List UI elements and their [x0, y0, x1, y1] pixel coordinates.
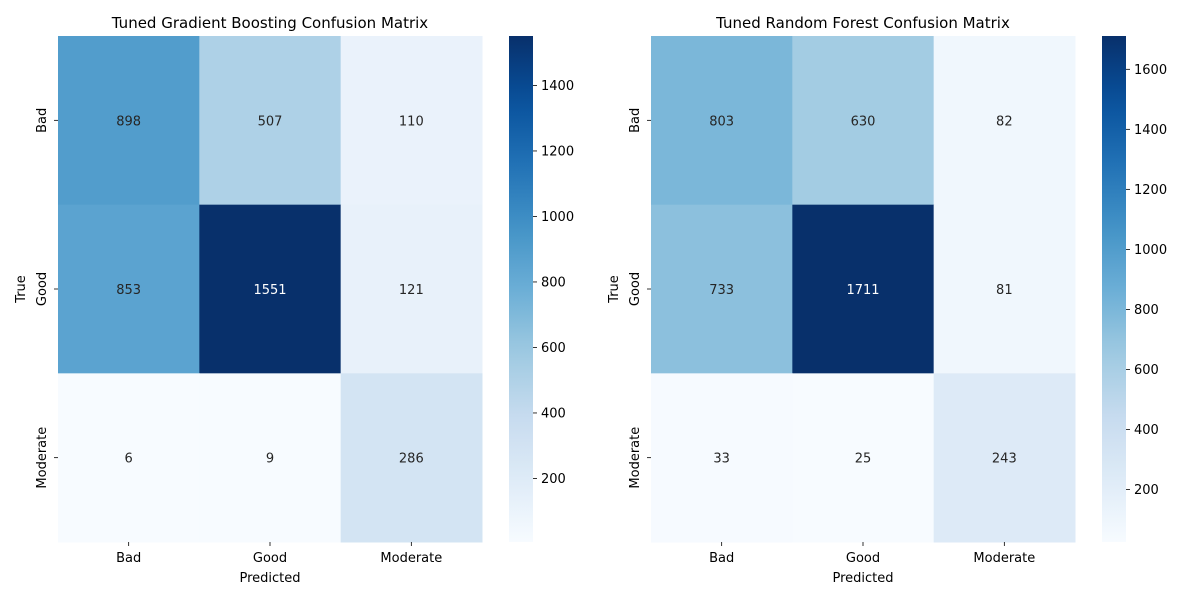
heatmap-cell — [933, 204, 1076, 374]
colorbar-tick-label: 800 — [1134, 303, 1159, 318]
chart-title: Tuned Random Forest Confusion Matrix — [715, 14, 1010, 32]
heatmap-cell — [199, 204, 342, 374]
colorbar-tick-label: 400 — [1134, 423, 1159, 438]
chart-title: Tuned Gradient Boosting Confusion Matrix — [111, 14, 429, 32]
cell-value-label: 853 — [116, 283, 141, 298]
cell-value-label: 33 — [713, 452, 730, 467]
colorbar-tick-label: 1600 — [1134, 63, 1167, 78]
cell-value-label: 898 — [116, 114, 141, 129]
heatmap-cell — [199, 373, 342, 543]
heatmap-cell — [651, 373, 793, 543]
y-tick-label: Moderate — [628, 427, 643, 489]
cell-value-label: 1711 — [846, 283, 879, 298]
colorbar-tick-label: 1200 — [541, 144, 574, 159]
colorbar — [1102, 36, 1126, 542]
cell-value-label: 9 — [266, 452, 274, 467]
x-tick-label: Bad — [116, 551, 141, 566]
x-axis-label: Predicted — [239, 571, 300, 586]
colorbar-tick-label: 600 — [1134, 363, 1159, 378]
cell-value-label: 630 — [851, 114, 876, 129]
x-tick-label: Good — [846, 551, 880, 566]
cell-value-label: 82 — [996, 114, 1013, 129]
heatmap-cell — [651, 36, 793, 206]
x-axis-label: Predicted — [832, 571, 893, 586]
y-tick-label: Good — [628, 272, 643, 306]
cell-value-label: 121 — [399, 283, 424, 298]
y-tick-label: Good — [35, 272, 50, 306]
heatmap-cell — [340, 373, 483, 543]
colorbar-tick-label: 200 — [1134, 483, 1159, 498]
colorbar-tick-label: 1000 — [1134, 243, 1167, 258]
cell-value-label: 1551 — [253, 283, 286, 298]
y-axis-label: True — [14, 275, 29, 304]
x-tick-label: Moderate — [973, 551, 1035, 566]
heatmap-cell — [792, 204, 935, 374]
cell-value-label: 286 — [399, 452, 424, 467]
x-tick-label: Bad — [709, 551, 734, 566]
y-tick-label: Bad — [628, 108, 643, 133]
y-axis-label: True — [607, 275, 622, 304]
heatmap-cell — [792, 36, 935, 206]
heatmap-cell — [340, 36, 483, 206]
heatmap-cell — [199, 36, 342, 206]
y-tick-label: Moderate — [35, 427, 50, 489]
colorbar-tick-label: 400 — [541, 406, 566, 421]
heatmap-panel-2: Tuned Random Forest Confusion Matrix 803 6… — [607, 14, 1167, 586]
y-tick-label: Bad — [35, 108, 50, 133]
heatmap-cell — [933, 36, 1076, 206]
colorbar-tick-label: 1000 — [541, 210, 574, 225]
x-tick-label: Moderate — [380, 551, 442, 566]
heatmap-cell — [651, 204, 793, 374]
heatmap-cell — [340, 204, 483, 374]
cell-value-label: 803 — [709, 114, 734, 129]
cell-value-label: 81 — [996, 283, 1013, 298]
cell-value-label: 507 — [258, 114, 283, 129]
heatmap-cell — [58, 373, 200, 543]
colorbar-tick-label: 200 — [541, 472, 566, 487]
heatmap-cell — [792, 373, 935, 543]
heatmap-panel-1: Tuned Gradient Boosting Confusion Matrix… — [14, 14, 574, 586]
cell-value-label: 25 — [855, 452, 872, 467]
colorbar-tick-label: 1400 — [1134, 123, 1167, 138]
x-tick-label: Good — [253, 551, 287, 566]
cell-value-label: 110 — [399, 114, 424, 129]
colorbar-tick-label: 1200 — [1134, 183, 1167, 198]
cell-value-label: 243 — [992, 452, 1017, 467]
colorbar — [509, 36, 533, 542]
colorbar-tick-label: 600 — [541, 341, 566, 356]
cell-value-label: 6 — [125, 452, 133, 467]
colorbar-tick-label: 1400 — [541, 79, 574, 94]
heatmap-cell — [58, 36, 200, 206]
colorbar-tick-label: 800 — [541, 275, 566, 290]
cell-value-label: 733 — [709, 283, 734, 298]
heatmap-cell — [58, 204, 200, 374]
heatmap-cell — [933, 373, 1076, 543]
